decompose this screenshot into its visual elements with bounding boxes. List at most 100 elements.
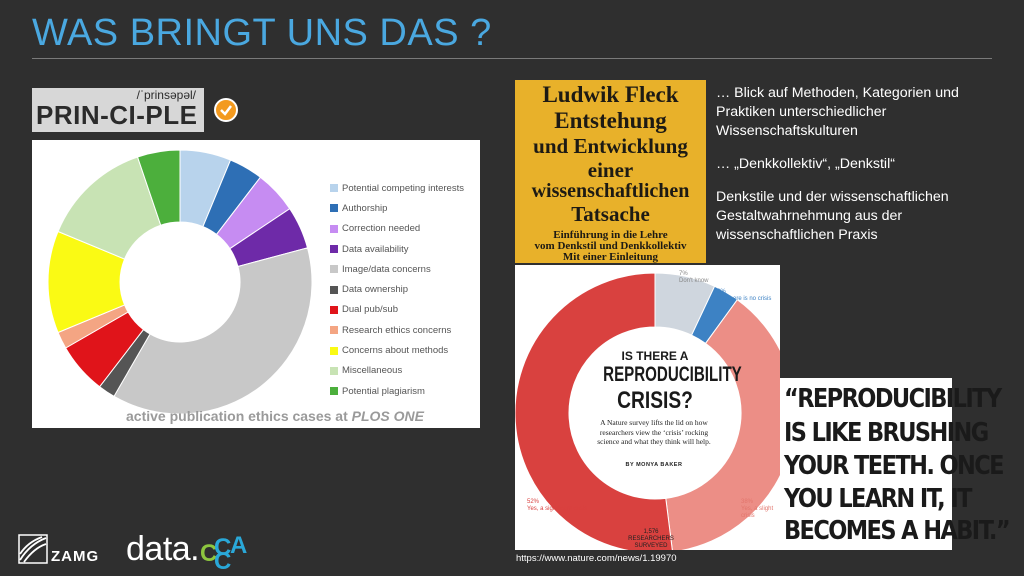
note-paragraph: Denkstile und der wissenschaftlichen Ges… — [716, 189, 949, 243]
zamg-text: ZAMG — [51, 548, 100, 565]
ccca-letter: A — [230, 532, 248, 559]
quote-line: YOU LEARN IT, IT — [784, 484, 972, 514]
note-paragraph: … „Denkkollektiv“, „Denkstil“ — [716, 156, 895, 172]
quote-line: YOUR TEETH. ONCE — [784, 451, 1005, 481]
legend-label: Potential competing interests — [342, 182, 464, 194]
legend-entry: Correction needed — [330, 219, 464, 239]
label-significant: 52% Yes, a significant crisis — [527, 499, 587, 513]
book-line: Entstehung — [554, 108, 667, 133]
legend-swatch — [330, 245, 338, 254]
label-slight: 38% Yes, a slight crisis — [741, 499, 780, 520]
legend-entry: Potential plagiarism — [330, 381, 464, 401]
legend-swatch — [330, 305, 338, 314]
source-link[interactable]: https://www.nature.com/news/1.19970 — [516, 553, 677, 564]
zamg-mark-icon — [18, 534, 48, 564]
legend-label: Image/data concerns — [342, 263, 431, 275]
ccca-letter: C — [214, 548, 232, 575]
ccca-letter: C — [200, 540, 218, 567]
ethics-slice-4 — [113, 247, 313, 415]
legend-label: Authorship — [342, 202, 388, 214]
pie-caption-journal: PLOS ONE — [351, 408, 425, 424]
legend-label: Data availability — [342, 243, 409, 255]
book-subtitle: Mit einer Einleitung — [562, 251, 659, 263]
page-title: WAS BRINGT UNS DAS ? — [32, 12, 492, 54]
quote-line: IS LIKE BRUSHING — [784, 418, 989, 448]
label-count: 1,576 — [643, 529, 659, 535]
reproducibility-donut-chart — [515, 272, 780, 550]
legend-label: Correction needed — [342, 223, 421, 235]
legend-entry: Potential competing interests — [330, 178, 464, 198]
title-divider — [32, 58, 992, 59]
legend-swatch — [330, 184, 338, 193]
legend-swatch — [330, 204, 338, 213]
label-pct: 52% — [527, 499, 540, 505]
nature-heading-line: REPRODUCIBILITY — [603, 363, 742, 386]
legend-swatch — [330, 224, 338, 233]
book-line: und Entwicklung — [533, 134, 688, 158]
legend-swatch — [330, 285, 338, 294]
legend-entry: Data availability — [330, 239, 464, 259]
legend-entry: Image/data concerns — [330, 259, 464, 279]
legend-label: Data ownership — [342, 284, 409, 296]
quote-card: “REPRODUCIBILITY IS LIKE BRUSHING YOUR T… — [780, 378, 1011, 550]
zamg-logo: ZAMG — [18, 534, 102, 566]
label-text: RESEARCHERS SURVEYED — [628, 536, 674, 549]
reproducibility-slice-2 — [665, 299, 780, 550]
nature-byline: BY MONYA BAKER — [625, 462, 683, 468]
quote-line: BECOMES A HABIT.” — [784, 516, 1011, 546]
nature-heading-line: IS THERE A — [621, 349, 689, 363]
pie-caption-text: active publication ethics cases at — [126, 408, 348, 424]
legend-label: Research ethics concerns — [342, 324, 452, 336]
ccca-letter: C — [214, 534, 232, 561]
legend-swatch — [330, 366, 338, 375]
label-text: Yes, a significant crisis — [527, 506, 588, 512]
reproducibility-slice-3 — [515, 272, 673, 550]
label-pct: 7% — [679, 271, 688, 277]
pie-caption: active publication ethics cases at PLOS … — [126, 408, 424, 424]
book-line: einer — [587, 158, 634, 182]
label-dont-know: 7% Don't know — [679, 271, 709, 285]
principle-word: PRIN-CI-PLE — [36, 100, 198, 130]
legend-label: Miscellaneous — [342, 365, 403, 377]
quote-line: “REPRODUCIBILITY — [784, 384, 1002, 414]
legend-entry: Miscellaneous — [330, 361, 464, 381]
principle-phonetic: /ˈprinsəpəl/ — [136, 88, 196, 102]
fleck-book-cover: Ludwik Fleck Entstehung und Entwicklung … — [515, 80, 706, 263]
book-line: Tatsache — [571, 202, 650, 226]
label-text: No, there is no crisis — [717, 296, 772, 302]
ethics-slice-10 — [136, 149, 181, 226]
book-line: wissenschaftlichen — [531, 180, 690, 202]
fleck-notes: … Blick auf Methoden, Kategorien und Pra… — [716, 84, 996, 259]
book-subtitle: Einführung in die Lehre — [553, 229, 668, 241]
legend-swatch — [330, 265, 338, 274]
label-pct: 3% — [717, 289, 726, 295]
ethics-pie-chart — [47, 149, 313, 415]
legend-label: Concerns about methods — [342, 345, 449, 357]
book-line: Ludwik Fleck — [542, 82, 679, 107]
legend-label: Potential plagiarism — [342, 385, 425, 397]
legend-entry: Dual pub/sub — [330, 300, 464, 320]
legend-swatch — [330, 387, 338, 396]
check-icon — [214, 98, 238, 122]
legend-entry: Research ethics concerns — [330, 320, 464, 340]
book-subtitle: vom Denkstil und Denkkollektiv — [534, 240, 687, 252]
legend-label: Dual pub/sub — [342, 304, 398, 316]
label-no-crisis: 3% No, there is no crisis — [717, 289, 771, 303]
label-text: Yes, a slight crisis — [741, 506, 774, 519]
label-surveyed: 1,576 RESEARCHERS SURVEYED — [621, 529, 681, 550]
data-text: data. — [126, 530, 200, 568]
label-pct: 38% — [741, 499, 754, 505]
legend-entry: Concerns about methods — [330, 340, 464, 360]
principle-logo: PRIN-CI-PLE /ˈprinsəpəl/ — [32, 88, 204, 132]
ethics-pie-legend: Potential competing interests Authorship C… — [330, 178, 464, 401]
nature-intro: A Nature survey lifts the lid on how res… — [597, 418, 711, 446]
legend-swatch — [330, 346, 338, 355]
ethics-pie-panel: Potential competing interests Authorship C… — [32, 140, 480, 428]
label-text: Don't know — [679, 278, 709, 284]
legend-entry: Authorship — [330, 198, 464, 218]
nature-heading-line: CRISIS? — [617, 387, 693, 414]
legend-entry: Data ownership — [330, 279, 464, 299]
note-paragraph: … Blick auf Methoden, Kategorien und Pra… — [716, 85, 959, 139]
legend-swatch — [330, 326, 338, 335]
nature-survey-figure: IS THERE A REPRODUCIBILITY CRISIS? A Nat… — [515, 265, 780, 550]
